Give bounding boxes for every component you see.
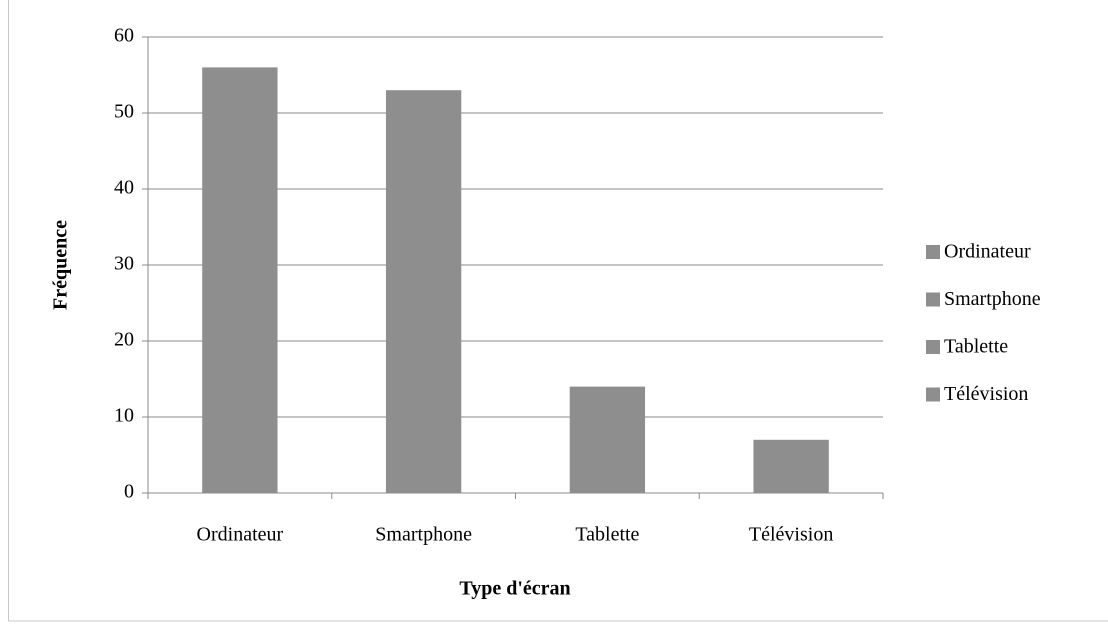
y-tick-label: 40 <box>114 177 134 199</box>
y-tick-label: 60 <box>114 25 134 47</box>
legend-swatch <box>926 387 940 402</box>
y-tick-label: 0 <box>124 481 134 503</box>
legend-label: Ordinateur <box>944 241 1031 263</box>
legend-label: Tablette <box>944 336 1008 358</box>
legend-swatch <box>926 292 940 307</box>
y-tick-label: 10 <box>114 405 134 427</box>
chart-border <box>8 0 1108 622</box>
legend-swatch <box>926 340 940 354</box>
x-tick-label: Smartphone <box>375 524 472 546</box>
y-axis-title: Fréquence <box>50 220 72 310</box>
bar <box>569 386 646 493</box>
legend-label: Smartphone <box>944 288 1041 310</box>
bar <box>753 439 829 493</box>
x-tick-label: Tablette <box>575 524 639 546</box>
x-tick-label: Ordinateur <box>197 524 284 546</box>
x-axis-title: Type d'écran <box>459 578 570 600</box>
bar <box>202 67 278 494</box>
legend-swatch <box>926 245 940 259</box>
x-tick-label: Télévision <box>749 524 833 546</box>
bar <box>385 90 462 493</box>
legend-label: Télévision <box>944 383 1028 405</box>
y-tick-label: 20 <box>114 329 134 351</box>
y-tick-label: 30 <box>114 253 134 275</box>
y-tick-label: 50 <box>114 101 134 123</box>
